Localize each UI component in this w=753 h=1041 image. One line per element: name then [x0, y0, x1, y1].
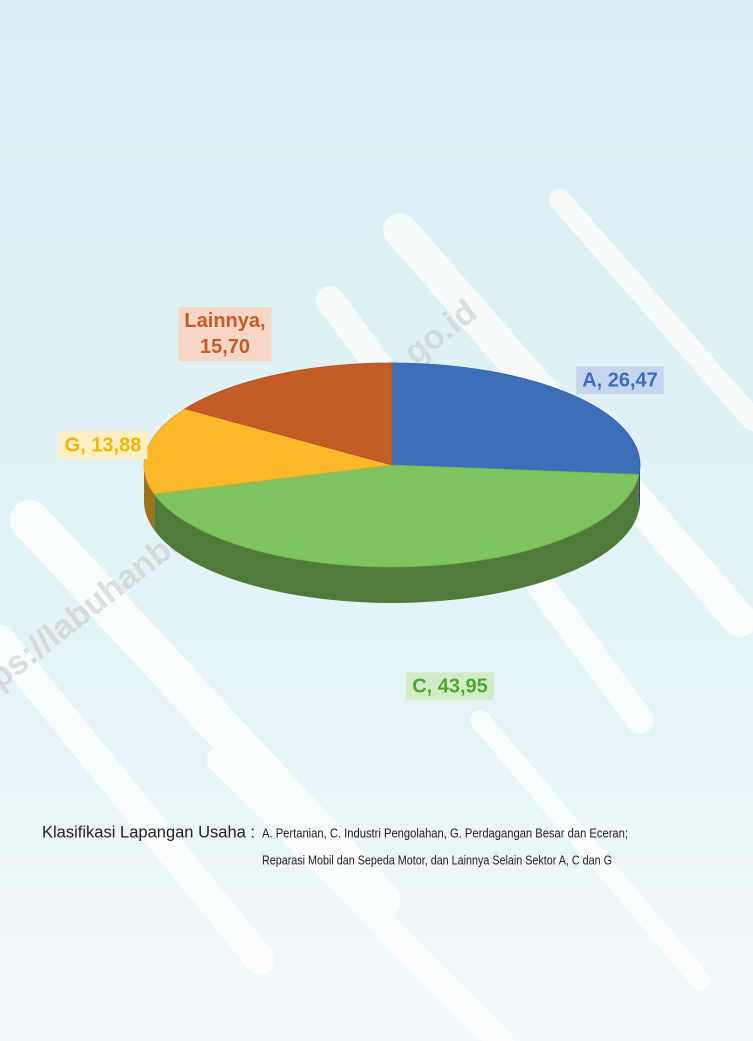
data-label-text: G, 13,88: [65, 434, 142, 456]
pie: [144, 363, 640, 603]
data-label: C, 43,95: [406, 672, 494, 700]
footnote-label: Klasifikasi Lapangan Usaha :: [42, 822, 255, 841]
footnote-line: A. Pertanian, C. Industri Pengolahan, G.…: [262, 826, 628, 840]
data-label-line: 15,70: [200, 336, 250, 358]
data-label-text: A, 26,47: [582, 369, 658, 391]
data-label: Lainnya, 15,70: [178, 307, 271, 361]
data-label-text: C, 43,95: [412, 675, 488, 697]
data-label-line: Lainnya,: [184, 310, 265, 332]
data-label: G, 13,88: [59, 431, 148, 459]
data-label: A, 26,47: [576, 366, 664, 394]
page: https://labuhanbatuselatankab.bps.go.id …: [0, 0, 753, 1041]
footnote-line: Reparasi Mobil dan Sepeda Motor, dan Lai…: [262, 853, 612, 867]
